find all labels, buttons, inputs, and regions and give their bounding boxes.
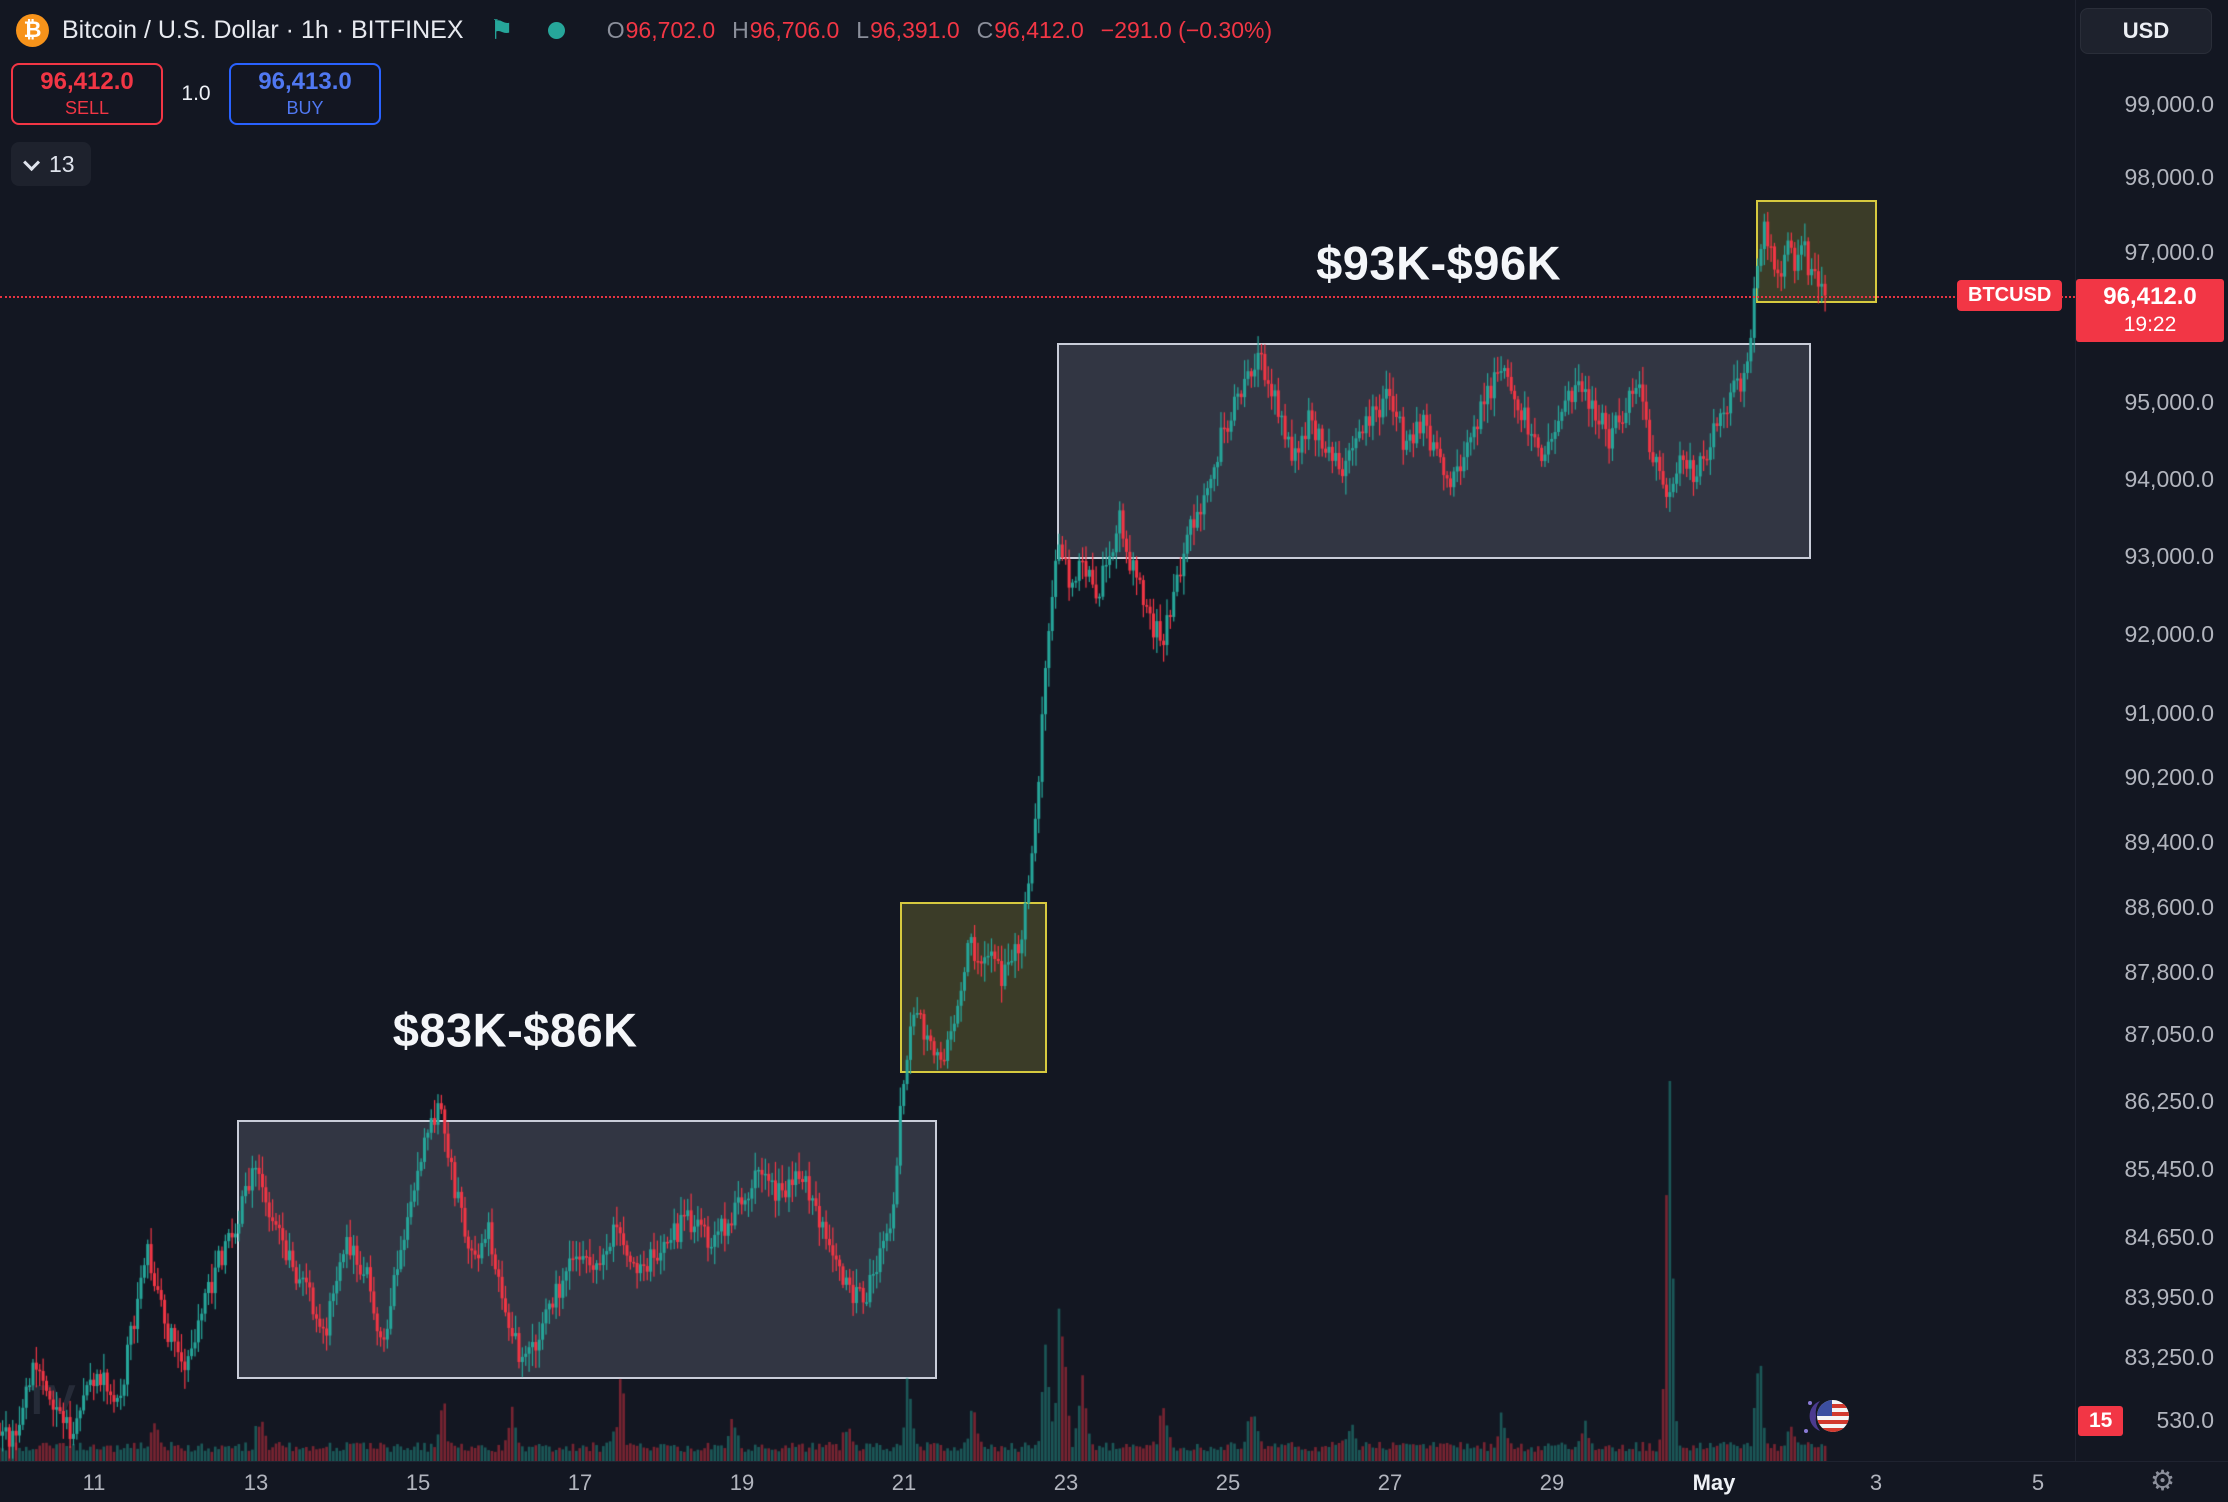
price-tick: 88,600.0: [2124, 893, 2214, 920]
time-tick: 15: [405, 1470, 431, 1495]
price-chart-canvas[interactable]: [0, 0, 2075, 1461]
price-tick: 530.0: [2156, 1407, 2214, 1434]
open-label: O: [606, 16, 625, 43]
price-tick: 83,950.0: [2124, 1283, 2214, 1310]
bitcoin-logo-icon: ₿: [16, 13, 49, 47]
last-price-line: [0, 296, 2075, 298]
price-tick: 95,000.0: [2124, 389, 2214, 416]
price-tick: 94,000.0: [2124, 465, 2214, 492]
time-tick: 13: [243, 1470, 269, 1495]
price-tick: 91,000.0: [2124, 700, 2214, 727]
time-tick: 27: [1377, 1470, 1403, 1495]
last-price-label: 96,412.0 19:22: [2076, 279, 2224, 342]
time-tick: 11: [82, 1470, 106, 1495]
symbol-info-bar: ₿ Bitcoin / U.S. Dollar · 1h · BITFINEX …: [16, 10, 1272, 50]
chevron-down-icon: [23, 154, 41, 172]
time-tick: 19: [729, 1470, 755, 1495]
range-annotation[interactable]: $83K-$86K: [392, 1003, 638, 1057]
price-tick: 86,250.0: [2124, 1088, 2214, 1115]
bar-countdown: 19:22: [2123, 313, 2177, 336]
price-scale[interactable]: 99,000.0 98,000.0 97,000.0 95,000.0 94,000.0…: [2075, 0, 2228, 1461]
symbol-title[interactable]: Bitcoin / U.S. Dollar · 1h · BITFINEX: [62, 15, 464, 44]
count-value: 13: [49, 150, 75, 177]
sell-price: 96,412.0: [40, 67, 134, 95]
sell-label: SELL: [64, 98, 110, 119]
price-tick: 83,250.0: [2124, 1344, 2214, 1371]
price-tick: 89,400.0: [2124, 828, 2214, 855]
last-price-value: 96,412.0: [2103, 283, 2197, 310]
price-tick: 98,000.0: [2124, 164, 2214, 191]
buy-button[interactable]: 96,413.0 BUY: [229, 63, 381, 125]
price-line-layer: [0, 296, 2075, 298]
flag-icon[interactable]: ⚑: [489, 14, 514, 45]
market-status-dot-icon[interactable]: [547, 21, 565, 39]
price-tick: 90,200.0: [2124, 764, 2214, 791]
price-tick: 85,450.0: [2124, 1155, 2214, 1182]
time-tick: May: [1692, 1470, 1736, 1495]
settings-gear-icon[interactable]: ⚙: [2150, 1464, 2176, 1497]
collapsed-count-dropdown[interactable]: 13: [11, 142, 91, 186]
red-price-badge: 15: [2078, 1406, 2124, 1436]
close-value: 96,412.0: [994, 16, 1084, 43]
ohlc-readout: O 96,702.0 H 96,706.0 L 96,391.0 C 96,412.0 …: [607, 17, 1272, 44]
order-panel: 96,412.0 SELL 1.0 96,413.0 BUY: [11, 63, 381, 125]
buy-label: BUY: [286, 98, 324, 119]
price-tick: 87,050.0: [2124, 1021, 2214, 1048]
low-label: L: [856, 16, 870, 43]
us-market-status-icon[interactable]: [1800, 1393, 1856, 1446]
high-value: 96,706.0: [749, 16, 840, 43]
time-tick: 3: [1869, 1470, 1883, 1495]
time-tick: 23: [1053, 1470, 1079, 1495]
price-tick: 87,800.0: [2124, 959, 2214, 986]
buy-price: 96,413.0: [258, 67, 352, 95]
symbol-price-tag: BTCUSD: [1957, 280, 2063, 311]
high-label: H: [732, 16, 749, 43]
time-axis[interactable]: 11 13 15 17 19 21 23 25 27 29 May 3 5: [0, 1461, 2228, 1502]
quantity-field[interactable]: 1.0: [181, 82, 211, 105]
price-tick: 93,000.0: [2124, 543, 2214, 570]
time-tick: 29: [1539, 1470, 1565, 1495]
price-tick: 97,000.0: [2124, 238, 2214, 265]
price-tick: 84,650.0: [2124, 1223, 2214, 1250]
open-value: 96,702.0: [625, 16, 716, 43]
price-tick: 99,000.0: [2124, 91, 2214, 117]
currency-usd-button[interactable]: USD: [2080, 8, 2212, 54]
annotations-layer: $83K-$86K $93K-$96K: [392, 236, 1562, 1057]
time-tick: 5: [2031, 1470, 2045, 1495]
change-value: −291.0 (−0.30%): [1100, 16, 1273, 43]
time-tick: 17: [567, 1470, 593, 1495]
time-tick: 21: [891, 1470, 917, 1495]
sell-button[interactable]: 96,412.0 SELL: [11, 63, 163, 125]
chart-plot-area: TV $83K-$86K$93K-$96K: [0, 0, 2075, 1461]
time-tick: 25: [1215, 1470, 1241, 1495]
low-value: 96,391.0: [870, 16, 960, 43]
range-annotation[interactable]: $93K-$96K: [1316, 236, 1562, 290]
close-label: C: [976, 16, 994, 43]
price-tick: 92,000.0: [2124, 621, 2214, 648]
